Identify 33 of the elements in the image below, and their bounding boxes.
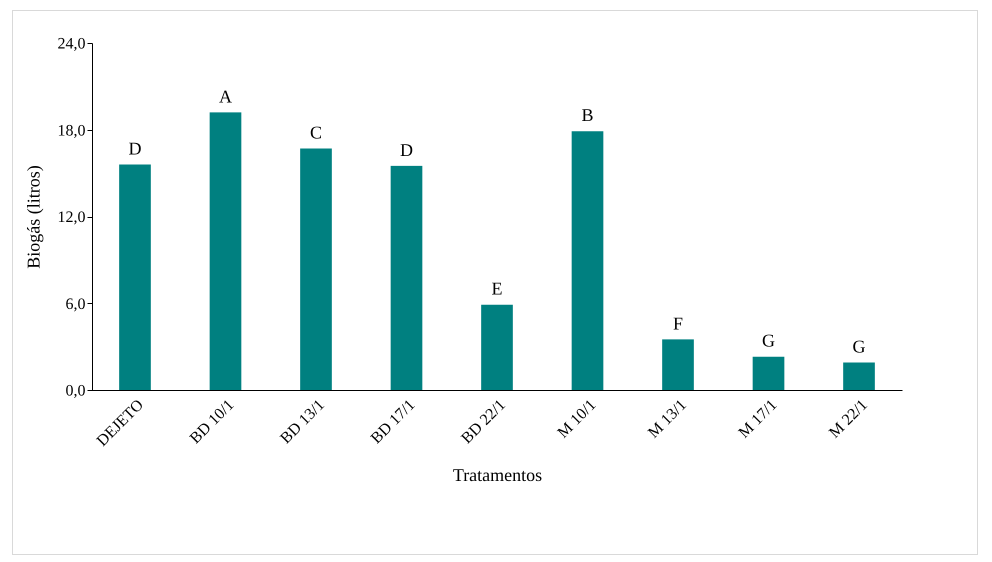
annotation: B — [581, 105, 594, 126]
annotation: F — [673, 313, 684, 334]
bar — [843, 362, 875, 390]
annotation: D — [128, 138, 142, 158]
bar — [390, 166, 422, 390]
annotation: G — [852, 336, 866, 357]
bar — [662, 339, 694, 390]
bar — [119, 164, 151, 390]
bar — [752, 356, 784, 390]
y-tick-label: 18,0 — [58, 122, 86, 140]
annotation: E — [492, 278, 502, 299]
x-tick-label: BD 10/1 — [186, 396, 238, 448]
bar — [481, 304, 513, 390]
annotation: C — [310, 122, 322, 143]
annotation: G — [762, 330, 776, 351]
bar — [210, 112, 242, 390]
x-tick-label: BD 22/1 — [458, 396, 510, 448]
x-tick-label: M 13/1 — [645, 396, 690, 442]
x-axis-title: Tratamentos — [452, 465, 542, 486]
annotation: A — [218, 86, 232, 106]
x-tick-label: BD 13/1 — [277, 396, 328, 448]
bar — [572, 131, 604, 390]
annotation: D — [400, 140, 413, 160]
x-tick-label: BD 17/1 — [368, 396, 419, 448]
y-tick-label: 6,0 — [66, 296, 86, 313]
y-tick-label: 24,0 — [58, 36, 86, 52]
y-tick-label: 12,0 — [58, 209, 86, 226]
y-axis-title: Biogás (litros) — [24, 165, 44, 269]
y-tick-label: 0,0 — [66, 382, 86, 400]
x-tick-label: M 17/1 — [736, 396, 781, 442]
x-tick-label: M 10/1 — [554, 396, 600, 442]
x-tick-label: M 22/1 — [826, 396, 872, 442]
bar — [300, 148, 332, 390]
